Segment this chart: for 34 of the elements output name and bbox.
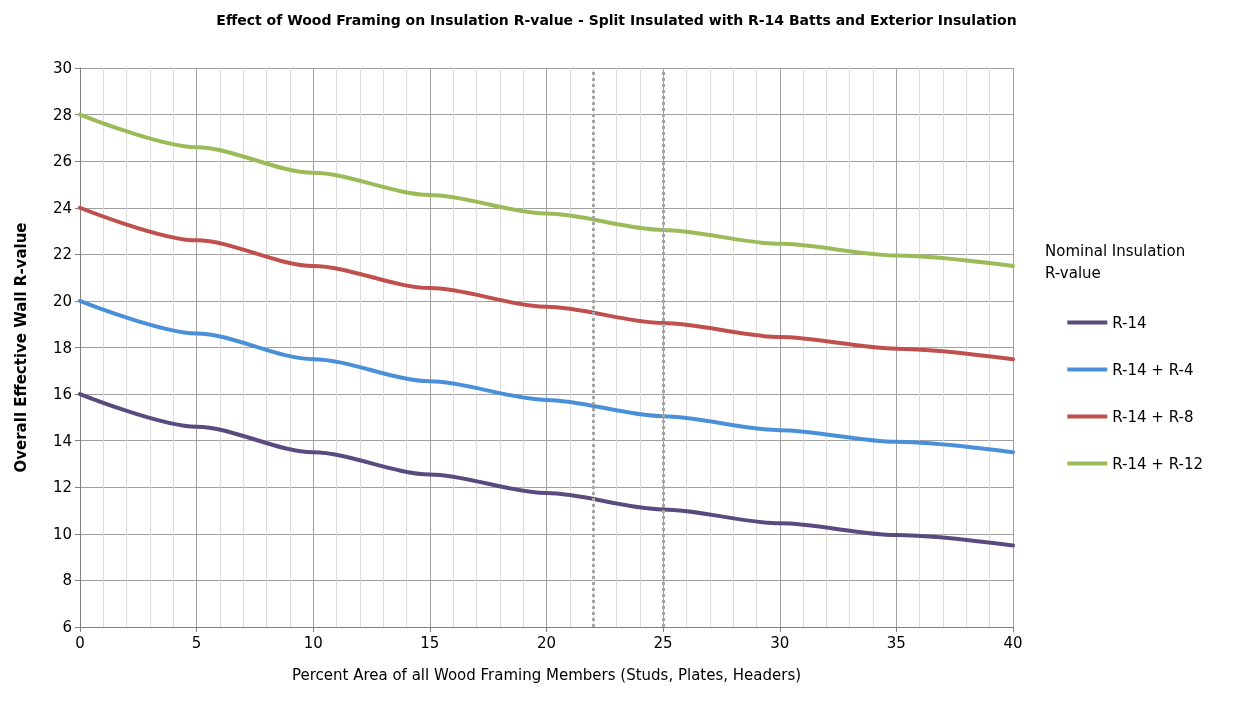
line-series <box>78 205 1015 362</box>
x-tick-label: 5 <box>191 633 202 652</box>
legend-label: R-14 <box>1112 313 1147 332</box>
y-tick-label: 16 <box>52 385 72 404</box>
x-tick-label: 30 <box>770 633 790 652</box>
x-tick-label: 25 <box>653 633 673 652</box>
y-tick-label: 10 <box>52 524 72 543</box>
y-axis-title: Overall Effective Wall R-value <box>11 222 30 473</box>
y-tick-label: 30 <box>52 59 72 77</box>
x-tick-label: 0 <box>75 633 85 652</box>
line-series <box>78 112 1015 268</box>
x-tick-label: 35 <box>886 633 906 652</box>
y-tick-label: 8 <box>62 571 72 590</box>
y-tick-label: 24 <box>52 198 72 217</box>
y-tick-label: 6 <box>62 618 72 636</box>
y-tick-label: 28 <box>52 105 72 124</box>
line-series <box>78 392 1015 548</box>
legend-label: R-14 + R-8 <box>1112 407 1194 426</box>
x-axis-title: Percent Area of all Wood Framing Members (Studs, Plates, Headers) <box>291 665 802 684</box>
x-tick-label: 10 <box>303 633 323 652</box>
legend-label: R-14 + R-12 <box>1112 454 1203 473</box>
y-tick-label: 20 <box>52 291 72 310</box>
legend-title: Nominal Insulation R-value <box>1045 242 1190 282</box>
y-tick-label: 12 <box>52 478 72 497</box>
x-tick-label: 40 <box>1003 633 1023 652</box>
line-series <box>78 298 1015 455</box>
y-tick-label: 26 <box>52 152 72 171</box>
y-tick-label: 18 <box>52 338 72 357</box>
x-tick-label: 20 <box>536 633 557 652</box>
y-tick-label: 14 <box>52 431 72 450</box>
chart-title: Effect of Wood Framing on Insulation R-value - Split Insulated with R-14 Batts and Exterior Insulation <box>216 12 1017 28</box>
y-tick-label: 22 <box>52 245 72 264</box>
x-tick-label: 15 <box>420 633 440 652</box>
legend-label: R-14 + R-4 <box>1112 360 1194 379</box>
